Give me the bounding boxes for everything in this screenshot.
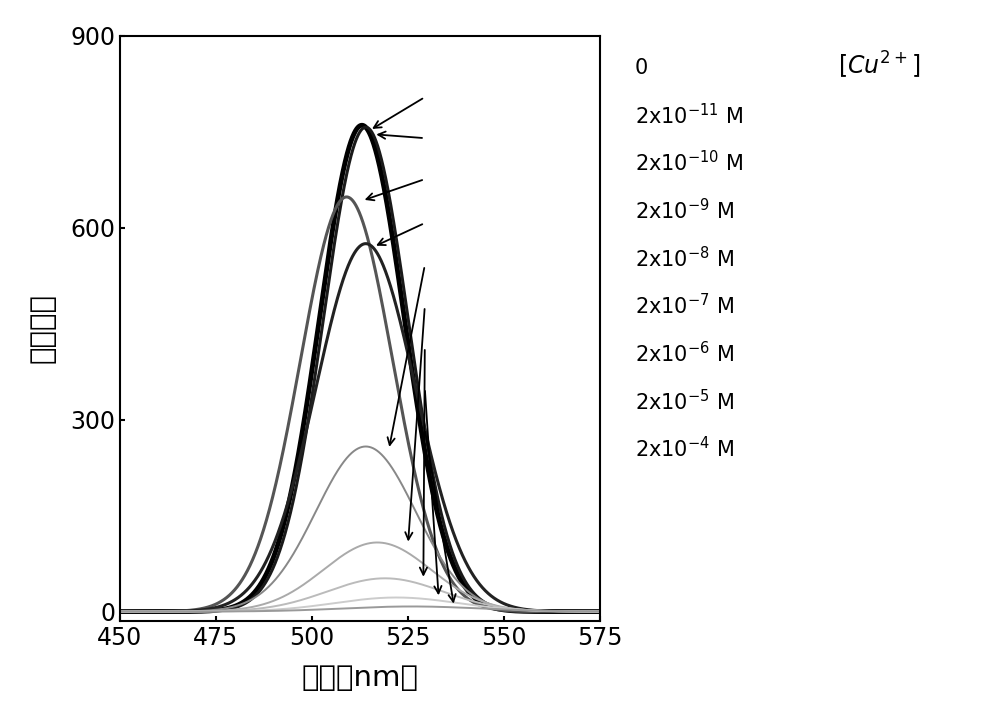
Text: 2x10$^{-4}$ M: 2x10$^{-4}$ M	[635, 436, 734, 461]
Text: 2x10$^{-7}$ M: 2x10$^{-7}$ M	[635, 293, 734, 318]
Text: 0: 0	[635, 58, 648, 78]
Text: 2x10$^{-6}$ M: 2x10$^{-6}$ M	[635, 341, 734, 366]
Text: 2x10$^{-8}$ M: 2x10$^{-8}$ M	[635, 246, 734, 271]
Text: 2x10$^{-9}$ M: 2x10$^{-9}$ M	[635, 198, 734, 223]
X-axis label: 波长（nm）: 波长（nm）	[302, 664, 418, 692]
Text: $[Cu^{2+}]$: $[Cu^{2+}]$	[838, 50, 920, 81]
Text: 2x10$^{-10}$ M: 2x10$^{-10}$ M	[635, 150, 743, 176]
Y-axis label: 荧光强度: 荧光强度	[28, 293, 56, 363]
Text: 2x10$^{-5}$ M: 2x10$^{-5}$ M	[635, 388, 734, 414]
Text: 2x10$^{-11}$ M: 2x10$^{-11}$ M	[635, 103, 743, 129]
